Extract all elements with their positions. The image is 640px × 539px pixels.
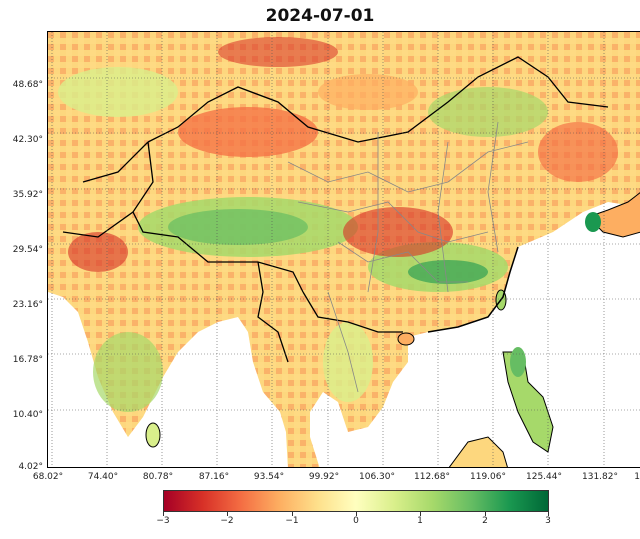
colorbar-tick xyxy=(227,512,228,516)
lat-label: 23.16° xyxy=(12,300,43,310)
map-title: 2024-07-01 xyxy=(265,6,375,26)
lon-label: 112.68° xyxy=(414,472,450,482)
lat-label: 35.92° xyxy=(12,190,43,200)
lon-label: 80.78° xyxy=(142,472,174,482)
colorbar-label: 1 xyxy=(417,516,423,526)
colorbar-tick xyxy=(163,512,164,516)
land-hainan xyxy=(397,332,415,346)
green-region-india xyxy=(93,332,163,412)
colorbar-label: 3 xyxy=(545,516,551,526)
lon-label: 93.54° xyxy=(253,472,285,482)
land-sri-lanka xyxy=(145,422,161,448)
lon-label: 87.16° xyxy=(198,472,230,482)
colorbar-tick xyxy=(485,512,486,516)
colorbar-tick xyxy=(548,512,549,516)
colorbar xyxy=(163,490,549,512)
colorbar-label: 0 xyxy=(353,516,359,526)
lon-label: 125.44° xyxy=(526,472,562,482)
colorbar-tick xyxy=(420,512,421,516)
colorbar-tick xyxy=(356,512,357,516)
lon-label: 119.06° xyxy=(470,472,506,482)
lon-label: 74.40° xyxy=(87,472,119,482)
colorbar-tick xyxy=(292,512,293,516)
lon-label: 13 xyxy=(634,472,640,482)
lat-label: 4.02° xyxy=(18,462,43,472)
lat-label: 42.30° xyxy=(12,135,43,145)
grid-lines xyxy=(48,32,640,467)
red-region-north-china xyxy=(343,207,453,257)
red-region-xinjiang xyxy=(178,107,318,157)
lat-label: 48.68° xyxy=(12,80,43,90)
lon-label: 68.02° xyxy=(32,472,64,482)
colorbar-label: −1 xyxy=(285,516,299,526)
lat-label: 16.78° xyxy=(12,355,43,365)
colorbar-label: −2 xyxy=(220,516,234,526)
lat-label: 29.54° xyxy=(12,245,43,255)
colorbar-label: 2 xyxy=(482,516,488,526)
lon-label: 106.30° xyxy=(359,472,395,482)
lon-label: 99.92° xyxy=(308,472,340,482)
map-canvas xyxy=(48,32,640,467)
land-japan xyxy=(587,192,640,238)
map-frame xyxy=(47,31,640,468)
lat-label: 10.40° xyxy=(12,410,43,420)
colorbar-label: −3 xyxy=(156,516,170,526)
lon-label: 131.82° xyxy=(582,472,618,482)
